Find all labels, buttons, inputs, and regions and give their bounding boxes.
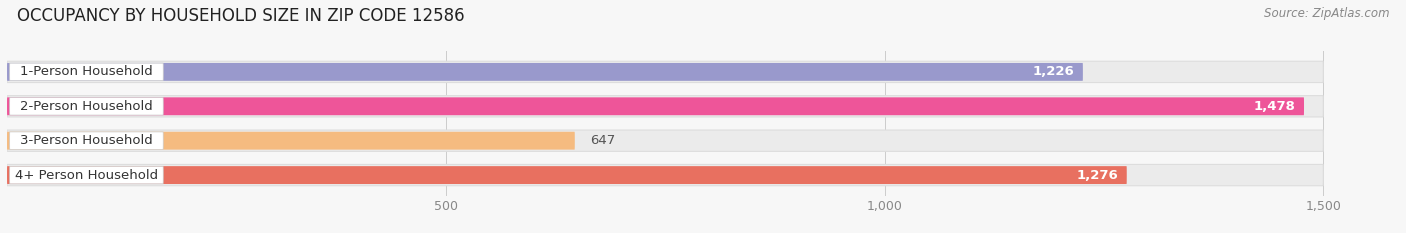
FancyBboxPatch shape <box>7 96 1323 117</box>
Text: 1,276: 1,276 <box>1076 169 1118 182</box>
Text: 4+ Person Household: 4+ Person Household <box>15 169 157 182</box>
Text: OCCUPANCY BY HOUSEHOLD SIZE IN ZIP CODE 12586: OCCUPANCY BY HOUSEHOLD SIZE IN ZIP CODE … <box>17 7 464 25</box>
Text: 3-Person Household: 3-Person Household <box>20 134 153 147</box>
Text: 1,478: 1,478 <box>1253 100 1295 113</box>
FancyBboxPatch shape <box>7 61 1323 82</box>
FancyBboxPatch shape <box>10 132 163 149</box>
Text: 2-Person Household: 2-Person Household <box>20 100 153 113</box>
FancyBboxPatch shape <box>7 164 1323 186</box>
Text: 647: 647 <box>591 134 616 147</box>
FancyBboxPatch shape <box>7 132 575 150</box>
Text: 1-Person Household: 1-Person Household <box>20 65 153 78</box>
FancyBboxPatch shape <box>7 97 1303 115</box>
Text: Source: ZipAtlas.com: Source: ZipAtlas.com <box>1264 7 1389 20</box>
FancyBboxPatch shape <box>10 166 163 184</box>
FancyBboxPatch shape <box>10 98 163 115</box>
FancyBboxPatch shape <box>10 63 163 81</box>
FancyBboxPatch shape <box>7 63 1083 81</box>
Text: 1,226: 1,226 <box>1032 65 1074 78</box>
FancyBboxPatch shape <box>7 130 1323 151</box>
FancyBboxPatch shape <box>7 166 1126 184</box>
